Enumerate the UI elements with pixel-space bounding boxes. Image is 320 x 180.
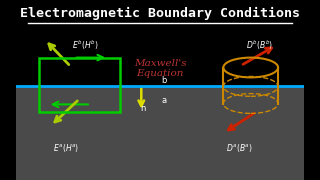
Bar [39, 58, 120, 112]
Text: a: a [162, 96, 167, 105]
Text: $D^b(B^b)$: $D^b(B^b)$ [246, 38, 274, 52]
Bar [16, 0, 304, 86]
Text: n: n [140, 103, 145, 112]
Text: $D^a(B^a)$: $D^a(B^a)$ [226, 142, 253, 154]
Text: $E^a(H^a)$: $E^a(H^a)$ [53, 142, 80, 154]
Bar [16, 86, 304, 180]
Text: b: b [162, 76, 167, 85]
Text: Maxwell's
Equation: Maxwell's Equation [134, 59, 186, 78]
Text: $E^b(H^b)$: $E^b(H^b)$ [72, 38, 99, 52]
Text: Electromagnetic Boundary Conditions: Electromagnetic Boundary Conditions [20, 7, 300, 20]
